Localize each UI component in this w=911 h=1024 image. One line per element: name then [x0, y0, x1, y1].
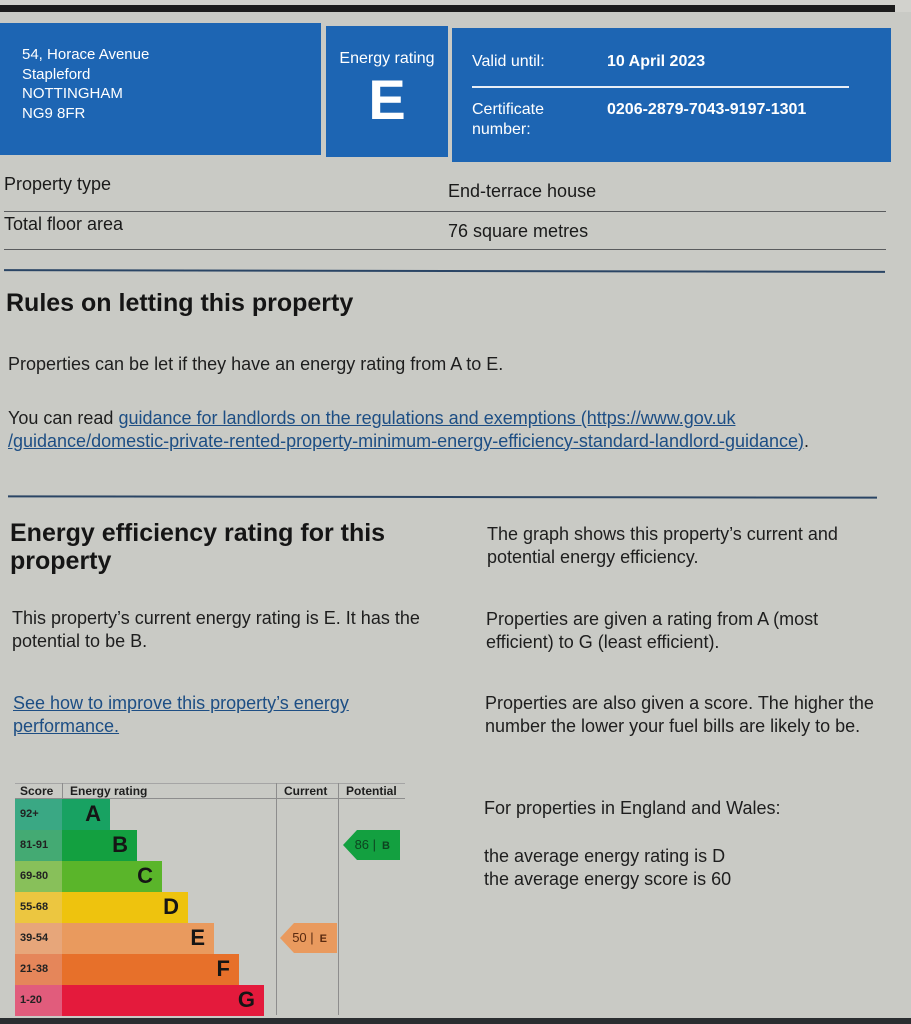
current-score: 50	[292, 930, 307, 945]
band-b-score: 81-91	[15, 830, 62, 861]
chart-header-energy-rating: Energy rating	[70, 784, 148, 798]
band-d-bar: D	[62, 892, 188, 923]
chart-header-current: Current	[284, 784, 328, 798]
improve-performance-link[interactable]: See how to improve this property’s energ…	[13, 693, 349, 736]
chart-header-potential: Potential	[346, 784, 397, 798]
energy-rating-label: Energy rating	[339, 50, 435, 67]
band-g-score: 1-20	[15, 985, 62, 1016]
band-e-letter: E	[190, 925, 205, 950]
certificate-number-value: 0206-2879-7043-9197-1301	[607, 101, 807, 118]
energy-rating-chart: Score Energy rating Current Potential 92…	[15, 783, 405, 1016]
band-c: 69-80 C	[15, 861, 162, 892]
letting-guidance-paragraph: You can read guidance for landlords on t…	[8, 407, 838, 452]
current-rating-text: This property’s current energy rating is…	[12, 608, 420, 651]
floor-area-row: Total floor area 76 square metres	[4, 212, 886, 250]
address-line-3: NOTTINGHAM	[22, 85, 123, 102]
energy-rating-panel: Energy rating E	[326, 26, 448, 157]
band-g-bar: G	[62, 985, 264, 1016]
floor-area-value: 76 square metres	[448, 221, 589, 241]
band-f: 21-38 F	[15, 954, 239, 985]
band-g-letter: G	[237, 987, 255, 1012]
band-f-bar: F	[62, 954, 239, 985]
address-line-1: 54, Horace Avenue	[22, 46, 150, 63]
score-explanation: Properties are also given a score. The h…	[485, 693, 874, 736]
improve-paragraph: See how to improve this property’s energ…	[13, 692, 423, 737]
band-d: 55-68 D	[15, 892, 188, 923]
energy-rating-letter: E	[368, 68, 406, 131]
guidance-suffix: .	[804, 430, 810, 451]
chart-header-score: Score	[20, 784, 54, 798]
band-e: 39-54 E	[15, 923, 214, 954]
chart-column-divider	[276, 783, 277, 1015]
certificate-number-label: Certificate number:	[472, 101, 545, 138]
floor-area-label: Total floor area	[4, 214, 124, 234]
address-panel: 54, Horace Avenue Stapleford NOTTINGHAM …	[0, 23, 321, 155]
address-line-4: NG9 8FR	[22, 104, 86, 122]
property-type-value: End-terrace house	[448, 181, 597, 201]
graph-explanation: The graph shows this property’s current …	[487, 524, 838, 567]
average-score-text: the average energy score is 60	[484, 869, 732, 889]
band-f-letter: F	[216, 956, 230, 981]
current-letter: E	[319, 933, 327, 945]
england-wales-label: For properties in England and Wales:	[484, 798, 781, 818]
guidance-prefix: You can read	[8, 408, 119, 428]
chart-top-border	[15, 783, 405, 784]
certificate-panel: Valid until: 10 April 2023 Certificate n…	[452, 28, 891, 162]
band-c-score: 69-80	[15, 861, 62, 892]
band-c-bar: C	[62, 861, 162, 892]
band-a: 92+ A	[15, 799, 110, 830]
potential-score: 86	[354, 837, 370, 852]
certificate-divider	[472, 86, 849, 88]
screen-top-bezel	[0, 0, 911, 12]
band-g: 1-20 G	[15, 985, 264, 1016]
band-f-score: 21-38	[15, 954, 62, 985]
valid-until-label: Valid until:	[472, 53, 545, 70]
band-b: 81-91 B	[15, 830, 137, 861]
band-e-bar: E	[62, 923, 214, 954]
landlord-guidance-link[interactable]: guidance for landlords on the regulation…	[8, 408, 805, 451]
potential-rating-marker: 86 | B	[343, 830, 400, 860]
property-type-row: Property type End-terrace house	[4, 174, 886, 212]
band-a-letter: A	[85, 801, 101, 826]
letting-rules-heading: Rules on letting this property	[6, 289, 354, 317]
property-type-label: Property type	[4, 174, 112, 194]
address-line-2: Stapleford	[22, 65, 91, 83]
band-c-letter: C	[137, 863, 153, 888]
section-divider-2	[7, 495, 878, 499]
band-d-letter: D	[163, 894, 179, 919]
band-a-bar: A	[62, 799, 110, 830]
chart-header-divider	[15, 798, 405, 799]
letting-rules-text: Properties can be let if they have an en…	[8, 354, 504, 374]
chart-column-divider	[338, 783, 339, 1015]
section-divider	[3, 269, 886, 273]
chart-column-divider	[62, 783, 63, 799]
band-a-score: 92+	[15, 799, 62, 830]
potential-letter: B	[382, 840, 390, 852]
valid-until-value: 10 April 2023	[607, 53, 706, 70]
band-b-bar: B	[62, 830, 137, 861]
band-d-score: 55-68	[15, 892, 62, 923]
band-e-score: 39-54	[15, 923, 62, 954]
average-rating-text: the average energy rating is D	[484, 846, 726, 866]
band-b-letter: B	[112, 832, 128, 857]
efficiency-heading: Energy efficiency rating for this proper…	[10, 519, 386, 575]
current-rating-marker: 50 | E	[280, 923, 337, 953]
rating-range-explanation: Properties are given a rating from A (mo…	[486, 609, 819, 652]
screen-bottom-bezel	[0, 1018, 911, 1024]
